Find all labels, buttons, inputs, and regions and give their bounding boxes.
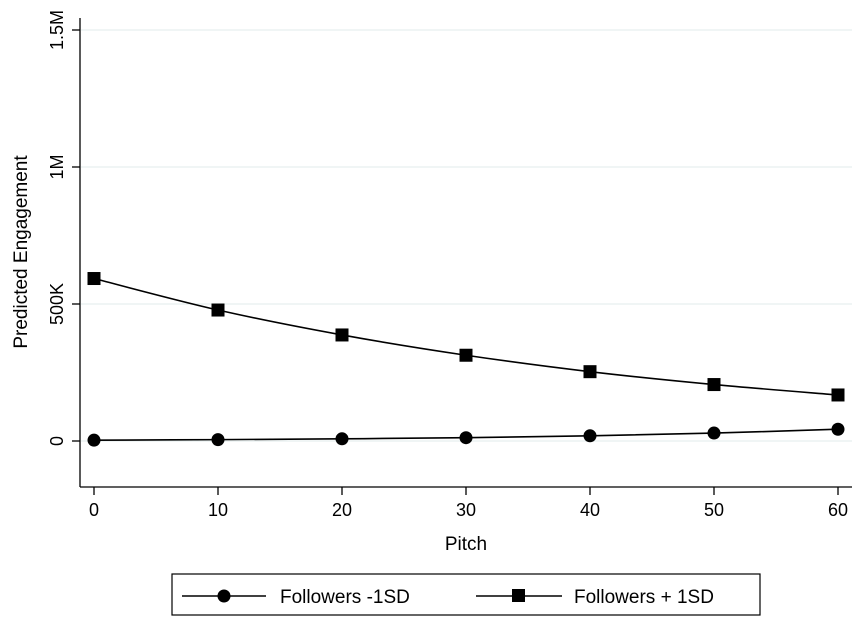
legend-marker-circle: [217, 589, 231, 603]
legend: Followers -1SD Followers + 1SD: [171, 573, 761, 616]
data-point-followers-plus-1sd: [583, 365, 597, 379]
x-tick-label: 40: [580, 500, 600, 520]
data-point-followers-plus-1sd: [831, 388, 845, 402]
x-axis-title: Pitch: [445, 534, 487, 555]
y-tick-label: 1.5M: [47, 10, 67, 50]
legend-label-followers-minus-1sd: Followers -1SD: [280, 587, 410, 608]
y-tick-label: 1M: [47, 154, 67, 179]
x-tick-label: 50: [704, 500, 724, 520]
series-group: [87, 272, 845, 447]
data-point-followers-minus-1sd: [335, 432, 349, 446]
legend-label-followers-plus-1sd: Followers + 1SD: [574, 587, 714, 608]
y-axis-ticks: 0 500K 1M 1.5M: [47, 10, 80, 446]
data-point-followers-plus-1sd: [707, 378, 721, 392]
x-axis-ticks: 0 10 20 30 40 50 60: [89, 487, 848, 520]
y-tick-label: 500K: [47, 283, 67, 325]
gridlines: [81, 29, 852, 442]
y-axis-title: Predicted Engagement: [11, 155, 32, 349]
data-point-followers-minus-1sd: [831, 422, 845, 436]
x-tick-label: 0: [89, 500, 99, 520]
data-point-followers-minus-1sd: [87, 433, 101, 447]
data-point-followers-plus-1sd: [459, 348, 473, 362]
data-point-followers-plus-1sd: [87, 272, 101, 286]
data-point-followers-minus-1sd: [211, 433, 225, 447]
x-tick-label: 10: [208, 500, 228, 520]
legend-marker-square: [512, 589, 525, 602]
data-point-followers-plus-1sd: [211, 303, 225, 317]
y-tick-label: 0: [47, 436, 67, 446]
data-point-followers-minus-1sd: [707, 426, 721, 440]
data-point-followers-plus-1sd: [335, 328, 349, 342]
series-line-followers-plus-1sd: [93, 277, 839, 396]
legend-box: [171, 573, 761, 616]
x-tick-label: 60: [828, 500, 848, 520]
x-tick-label: 20: [332, 500, 352, 520]
data-point-followers-minus-1sd: [459, 431, 473, 445]
data-point-followers-minus-1sd: [583, 429, 597, 443]
x-tick-label: 30: [456, 500, 476, 520]
